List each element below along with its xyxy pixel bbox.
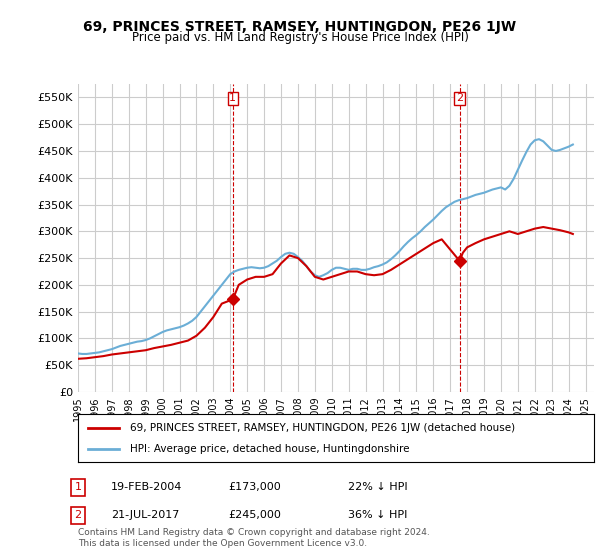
Text: 2: 2	[74, 510, 82, 520]
Text: 21-JUL-2017: 21-JUL-2017	[111, 510, 179, 520]
Text: 36% ↓ HPI: 36% ↓ HPI	[348, 510, 407, 520]
Text: £245,000: £245,000	[228, 510, 281, 520]
Text: Contains HM Land Registry data © Crown copyright and database right 2024.
This d: Contains HM Land Registry data © Crown c…	[78, 528, 430, 548]
Text: Price paid vs. HM Land Registry's House Price Index (HPI): Price paid vs. HM Land Registry's House …	[131, 31, 469, 44]
Text: HPI: Average price, detached house, Huntingdonshire: HPI: Average price, detached house, Hunt…	[130, 444, 409, 454]
Text: 69, PRINCES STREET, RAMSEY, HUNTINGDON, PE26 1JW: 69, PRINCES STREET, RAMSEY, HUNTINGDON, …	[83, 20, 517, 34]
Text: £173,000: £173,000	[228, 482, 281, 492]
Text: 69, PRINCES STREET, RAMSEY, HUNTINGDON, PE26 1JW (detached house): 69, PRINCES STREET, RAMSEY, HUNTINGDON, …	[130, 423, 515, 433]
Text: 1: 1	[74, 482, 82, 492]
Text: 19-FEB-2004: 19-FEB-2004	[111, 482, 182, 492]
Text: 2: 2	[456, 93, 463, 103]
Text: 1: 1	[229, 93, 236, 103]
Text: 22% ↓ HPI: 22% ↓ HPI	[348, 482, 407, 492]
